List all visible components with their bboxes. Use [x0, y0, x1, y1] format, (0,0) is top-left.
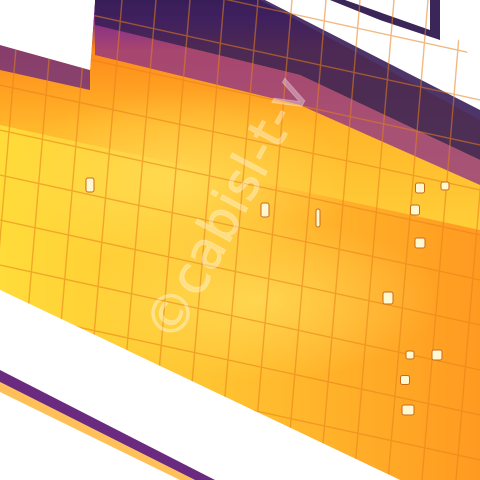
hotspot	[414, 237, 426, 249]
grid-row-line	[0, 174, 480, 281]
hotspot	[440, 181, 450, 191]
grid-col-line	[285, 0, 327, 480]
grid-row-line	[0, 129, 480, 236]
grid-col-line	[421, 0, 463, 480]
grid-row-line	[0, 219, 480, 326]
grid-col-line	[455, 0, 480, 480]
grid-row-line	[0, 0, 480, 56]
grid-col-line	[353, 0, 395, 480]
grid-col-line	[319, 0, 361, 480]
hotspot	[431, 349, 443, 361]
hotspot	[401, 404, 415, 416]
hotspot	[415, 182, 425, 194]
hotspot	[410, 204, 420, 216]
hotspot	[405, 350, 415, 360]
hotspot	[85, 177, 95, 193]
hotspot	[315, 208, 321, 228]
grid-col-line	[251, 0, 293, 480]
hotspot	[400, 375, 410, 385]
hotspot	[382, 291, 394, 305]
grid-col-line	[387, 0, 429, 480]
grid-col-line	[0, 0, 21, 480]
hotspot	[260, 202, 270, 218]
grid-row-line	[0, 309, 480, 416]
rail	[0, 370, 215, 480]
grid-row-line	[0, 264, 480, 371]
hotspots	[85, 177, 450, 416]
